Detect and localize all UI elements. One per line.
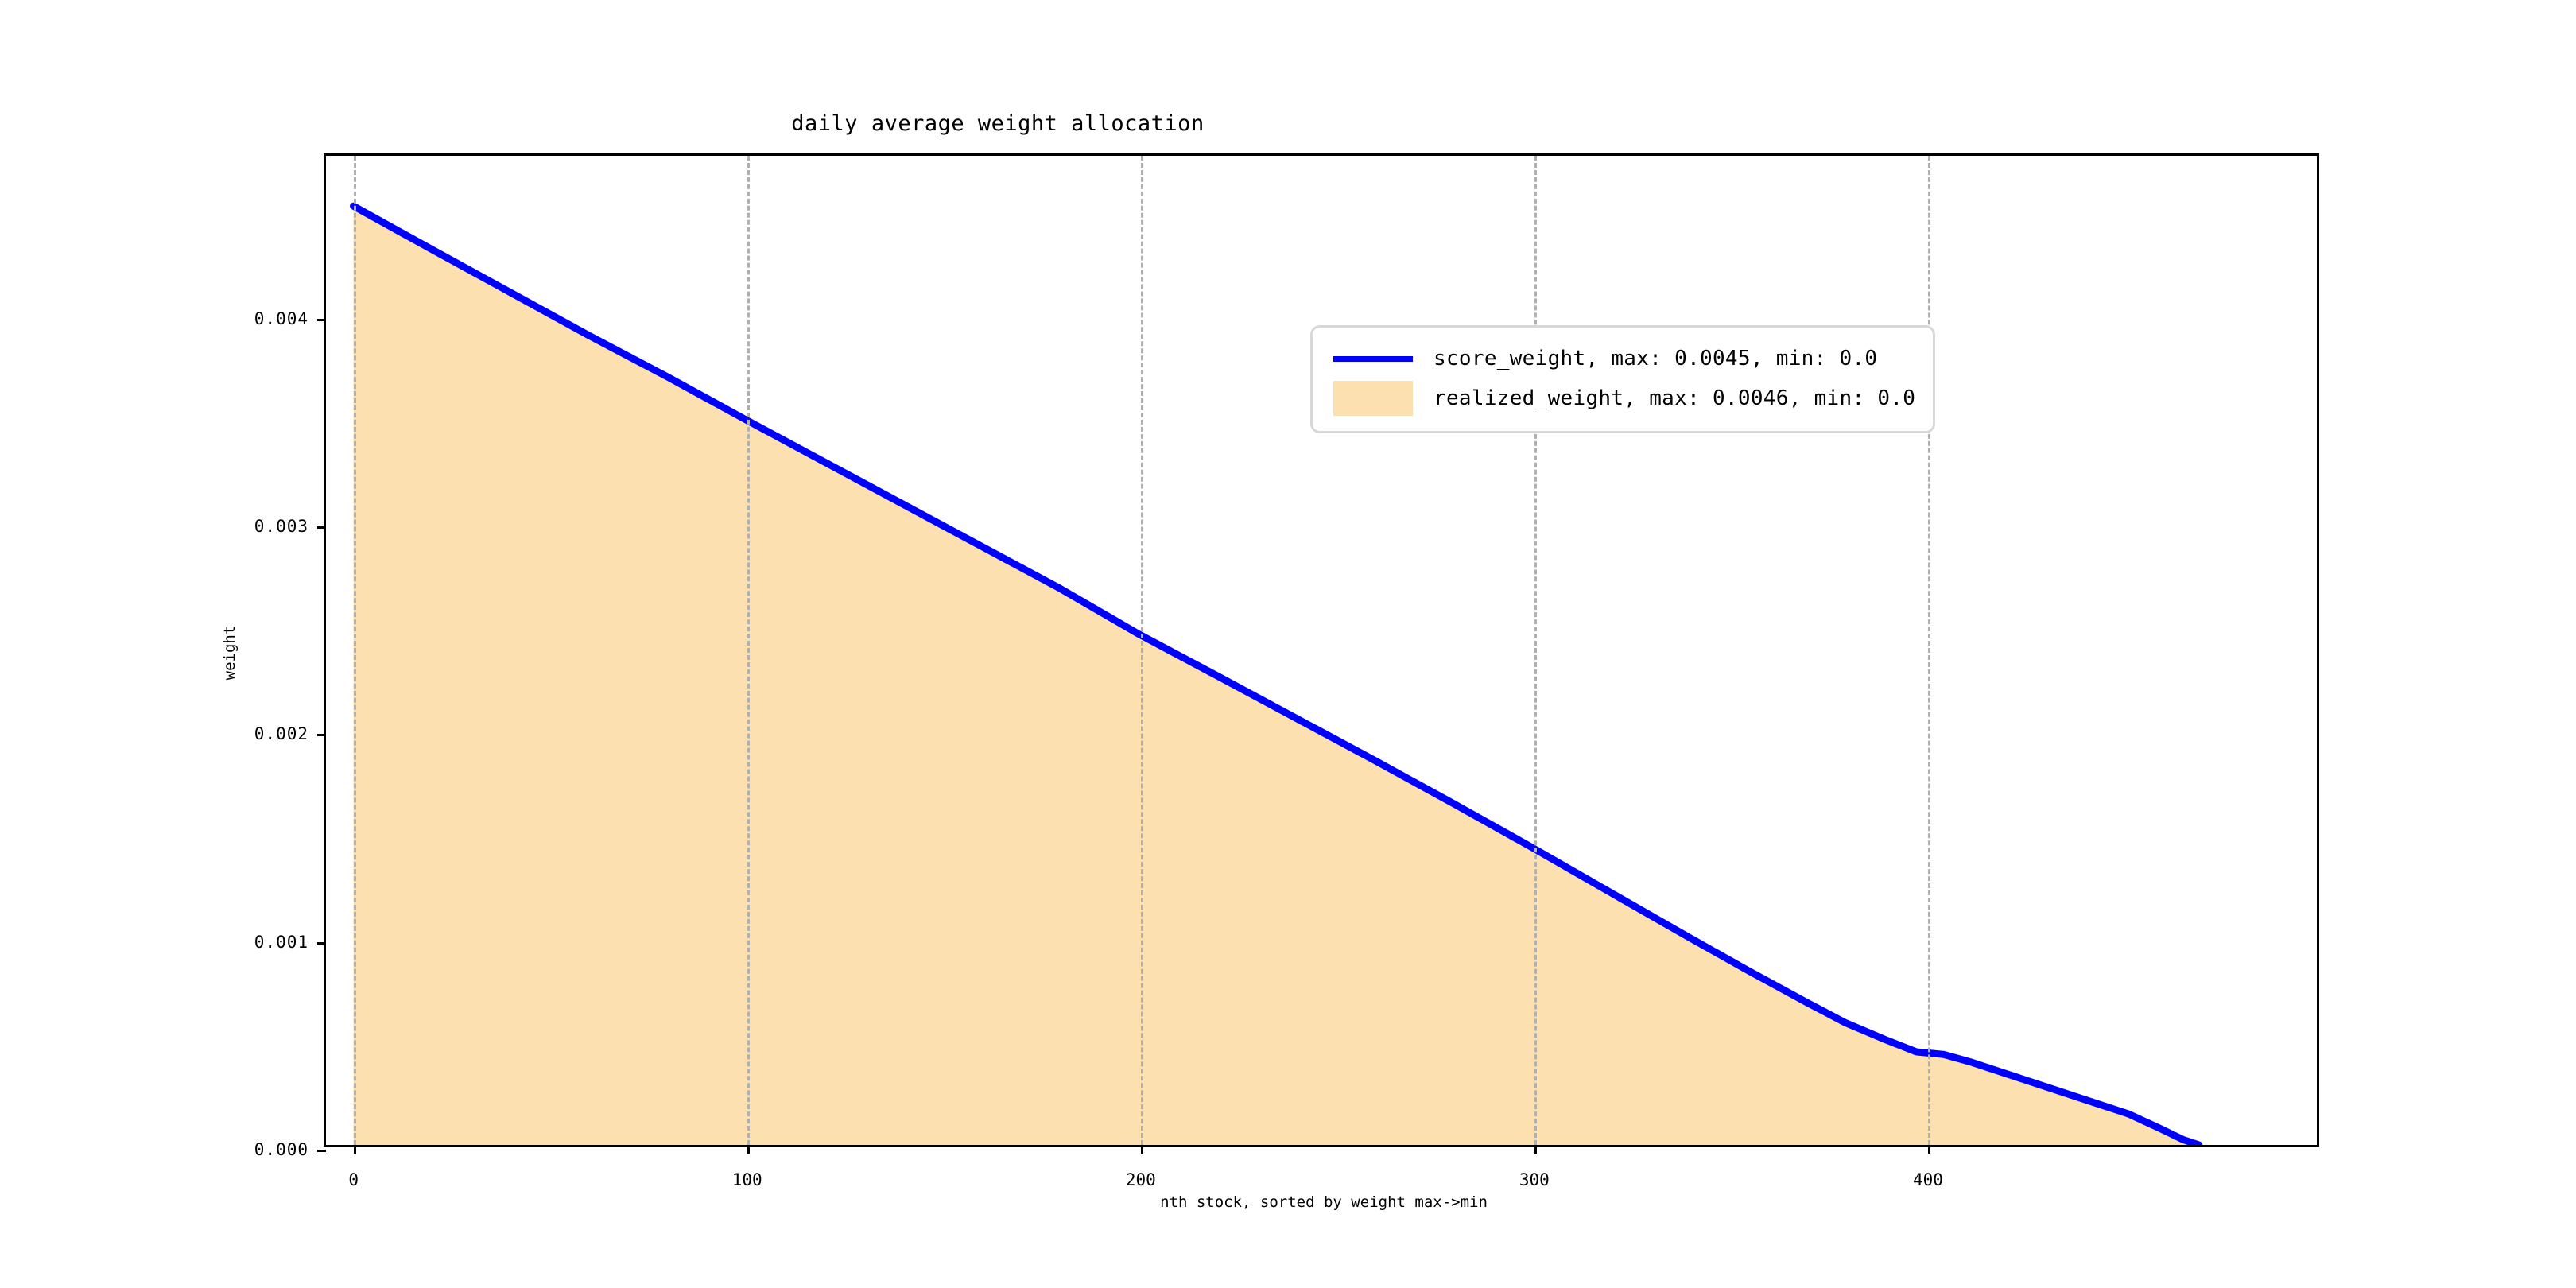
y-tick-mark [317, 318, 326, 321]
x-tick-mark [1140, 1145, 1143, 1154]
y-tick-label: 0.001 [254, 932, 308, 952]
x-tick-label: 100 [731, 1170, 762, 1189]
y-tick-label: 0.002 [254, 724, 308, 744]
y-tick-label: 0.003 [254, 516, 308, 536]
x-tick-label: 300 [1519, 1170, 1550, 1189]
x-tick-mark [747, 1145, 750, 1154]
y-tick-mark [317, 1150, 326, 1152]
y-tick-mark [317, 734, 326, 737]
plot-axes: 0 100 200 300 400 0.000 0.001 0.002 0.003 0.004 … [221, 153, 2319, 1211]
gridline-x-200 [1140, 156, 1143, 1145]
score-weight-line [350, 202, 2203, 1145]
gridline-x-0 [353, 156, 356, 1145]
chart-title: daily average weight allocation [791, 111, 1205, 136]
gridline-x-400 [1927, 156, 1930, 1145]
x-tick-mark [353, 1145, 356, 1154]
legend-item-score-weight[interactable]: score_weight, max: 0.0045, min: 0.0 [1330, 339, 1915, 378]
legend-item-realized-weight[interactable]: realized_weight, max: 0.0046, min: 0.0 [1330, 378, 1915, 418]
realized-weight-area [353, 201, 2199, 1145]
legend-patch-swatch [1330, 381, 1416, 416]
x-tick-label: 200 [1125, 1170, 1156, 1189]
y-tick-label: 0.004 [254, 308, 308, 328]
x-tick-mark [1534, 1145, 1537, 1154]
legend-label-realized-weight: realized_weight, max: 0.0046, min: 0.0 [1433, 386, 1916, 410]
x-tick-label: 400 [1912, 1170, 1943, 1189]
y-tick-mark [317, 941, 326, 945]
gridline-x-100 [747, 156, 750, 1145]
gridline-x-300 [1534, 156, 1537, 1145]
y-axis-label: weight [221, 625, 239, 681]
chart-legend: score_weight, max: 0.0045, min: 0.0 real… [1310, 325, 1936, 433]
x-tick-mark [1927, 1145, 1930, 1154]
legend-line-swatch [1330, 355, 1416, 362]
series-canvas [350, 201, 2203, 1145]
legend-label-score-weight: score_weight, max: 0.0045, min: 0.0 [1433, 347, 1878, 370]
y-tick-mark [317, 526, 326, 529]
x-axis-label: nth stock, sorted by weight max->min [1160, 1193, 1488, 1211]
x-tick-label: 0 [348, 1170, 359, 1189]
y-tick-label: 0.000 [254, 1140, 308, 1159]
plot-surface [326, 156, 2317, 1145]
